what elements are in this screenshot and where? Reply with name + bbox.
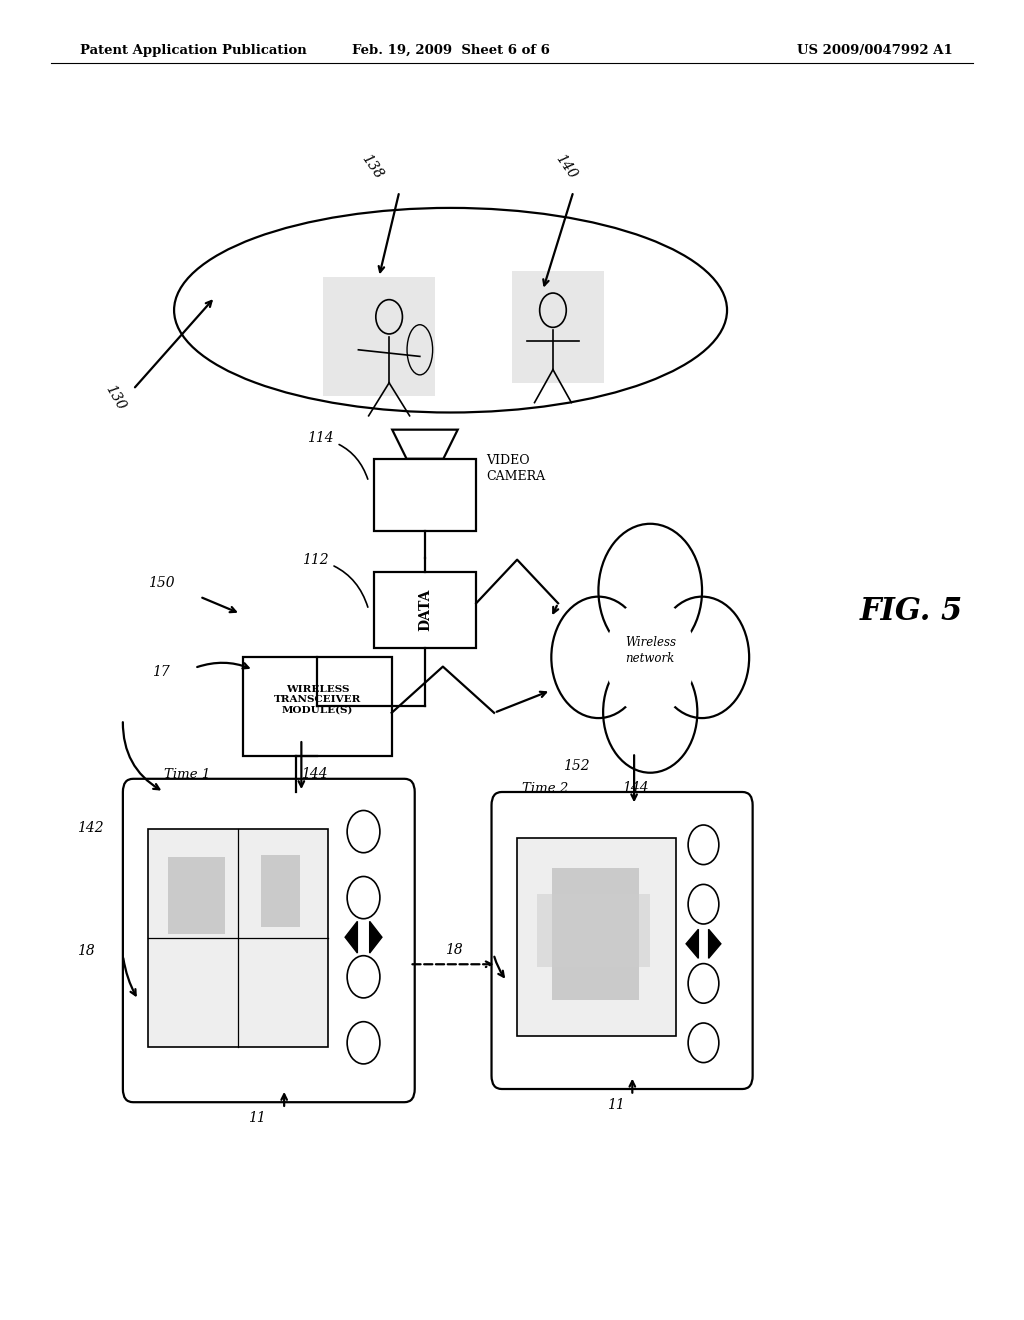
Text: 130: 130 — [102, 383, 128, 412]
Text: 17: 17 — [152, 665, 169, 678]
Text: FIG. 5: FIG. 5 — [860, 597, 964, 627]
Text: 112: 112 — [302, 553, 368, 607]
FancyBboxPatch shape — [323, 277, 435, 396]
Text: Time 1: Time 1 — [164, 768, 210, 781]
Text: US 2009/0047992 A1: US 2009/0047992 A1 — [797, 44, 952, 57]
Text: 144: 144 — [622, 780, 649, 795]
Text: WIRELESS
TRANSCEIVER
MODULE(S): WIRELESS TRANSCEIVER MODULE(S) — [273, 685, 361, 714]
FancyBboxPatch shape — [512, 271, 604, 383]
FancyBboxPatch shape — [244, 656, 391, 755]
Circle shape — [347, 1022, 380, 1064]
Text: 11: 11 — [249, 1111, 266, 1125]
Polygon shape — [345, 921, 357, 953]
Circle shape — [688, 1023, 719, 1063]
Polygon shape — [709, 929, 721, 958]
Circle shape — [347, 810, 380, 853]
FancyBboxPatch shape — [148, 829, 328, 1047]
Polygon shape — [392, 430, 458, 459]
Circle shape — [598, 524, 702, 657]
Text: 114: 114 — [307, 432, 368, 479]
Text: 11: 11 — [606, 1098, 625, 1111]
Text: 144: 144 — [301, 767, 328, 781]
Polygon shape — [370, 921, 382, 953]
FancyBboxPatch shape — [168, 858, 224, 935]
Text: 140: 140 — [553, 152, 580, 181]
Text: Patent Application Publication: Patent Application Publication — [80, 44, 306, 57]
FancyBboxPatch shape — [492, 792, 753, 1089]
FancyBboxPatch shape — [261, 855, 300, 928]
Circle shape — [551, 597, 645, 718]
Text: Feb. 19, 2009  Sheet 6 of 6: Feb. 19, 2009 Sheet 6 of 6 — [351, 44, 550, 57]
Text: 18: 18 — [77, 944, 94, 958]
FancyBboxPatch shape — [552, 869, 639, 1001]
Circle shape — [605, 599, 695, 715]
Circle shape — [347, 876, 380, 919]
Circle shape — [603, 651, 697, 772]
Circle shape — [688, 884, 719, 924]
Polygon shape — [686, 929, 698, 958]
Text: 138: 138 — [358, 152, 385, 181]
Text: 152: 152 — [563, 759, 590, 772]
Text: DATA: DATA — [418, 589, 432, 631]
Text: 18: 18 — [445, 942, 463, 957]
Text: Wireless
network: Wireless network — [625, 636, 676, 665]
Text: 142: 142 — [77, 821, 103, 834]
Circle shape — [598, 590, 702, 725]
Circle shape — [347, 956, 380, 998]
Text: 150: 150 — [148, 577, 175, 590]
FancyBboxPatch shape — [374, 458, 476, 531]
FancyBboxPatch shape — [123, 779, 415, 1102]
Circle shape — [688, 964, 719, 1003]
FancyBboxPatch shape — [537, 895, 649, 966]
FancyBboxPatch shape — [374, 572, 476, 648]
Circle shape — [655, 597, 750, 718]
Text: VIDEO
CAMERA: VIDEO CAMERA — [486, 454, 546, 483]
Circle shape — [688, 825, 719, 865]
FancyBboxPatch shape — [517, 838, 676, 1036]
Text: Time 2: Time 2 — [522, 781, 568, 795]
